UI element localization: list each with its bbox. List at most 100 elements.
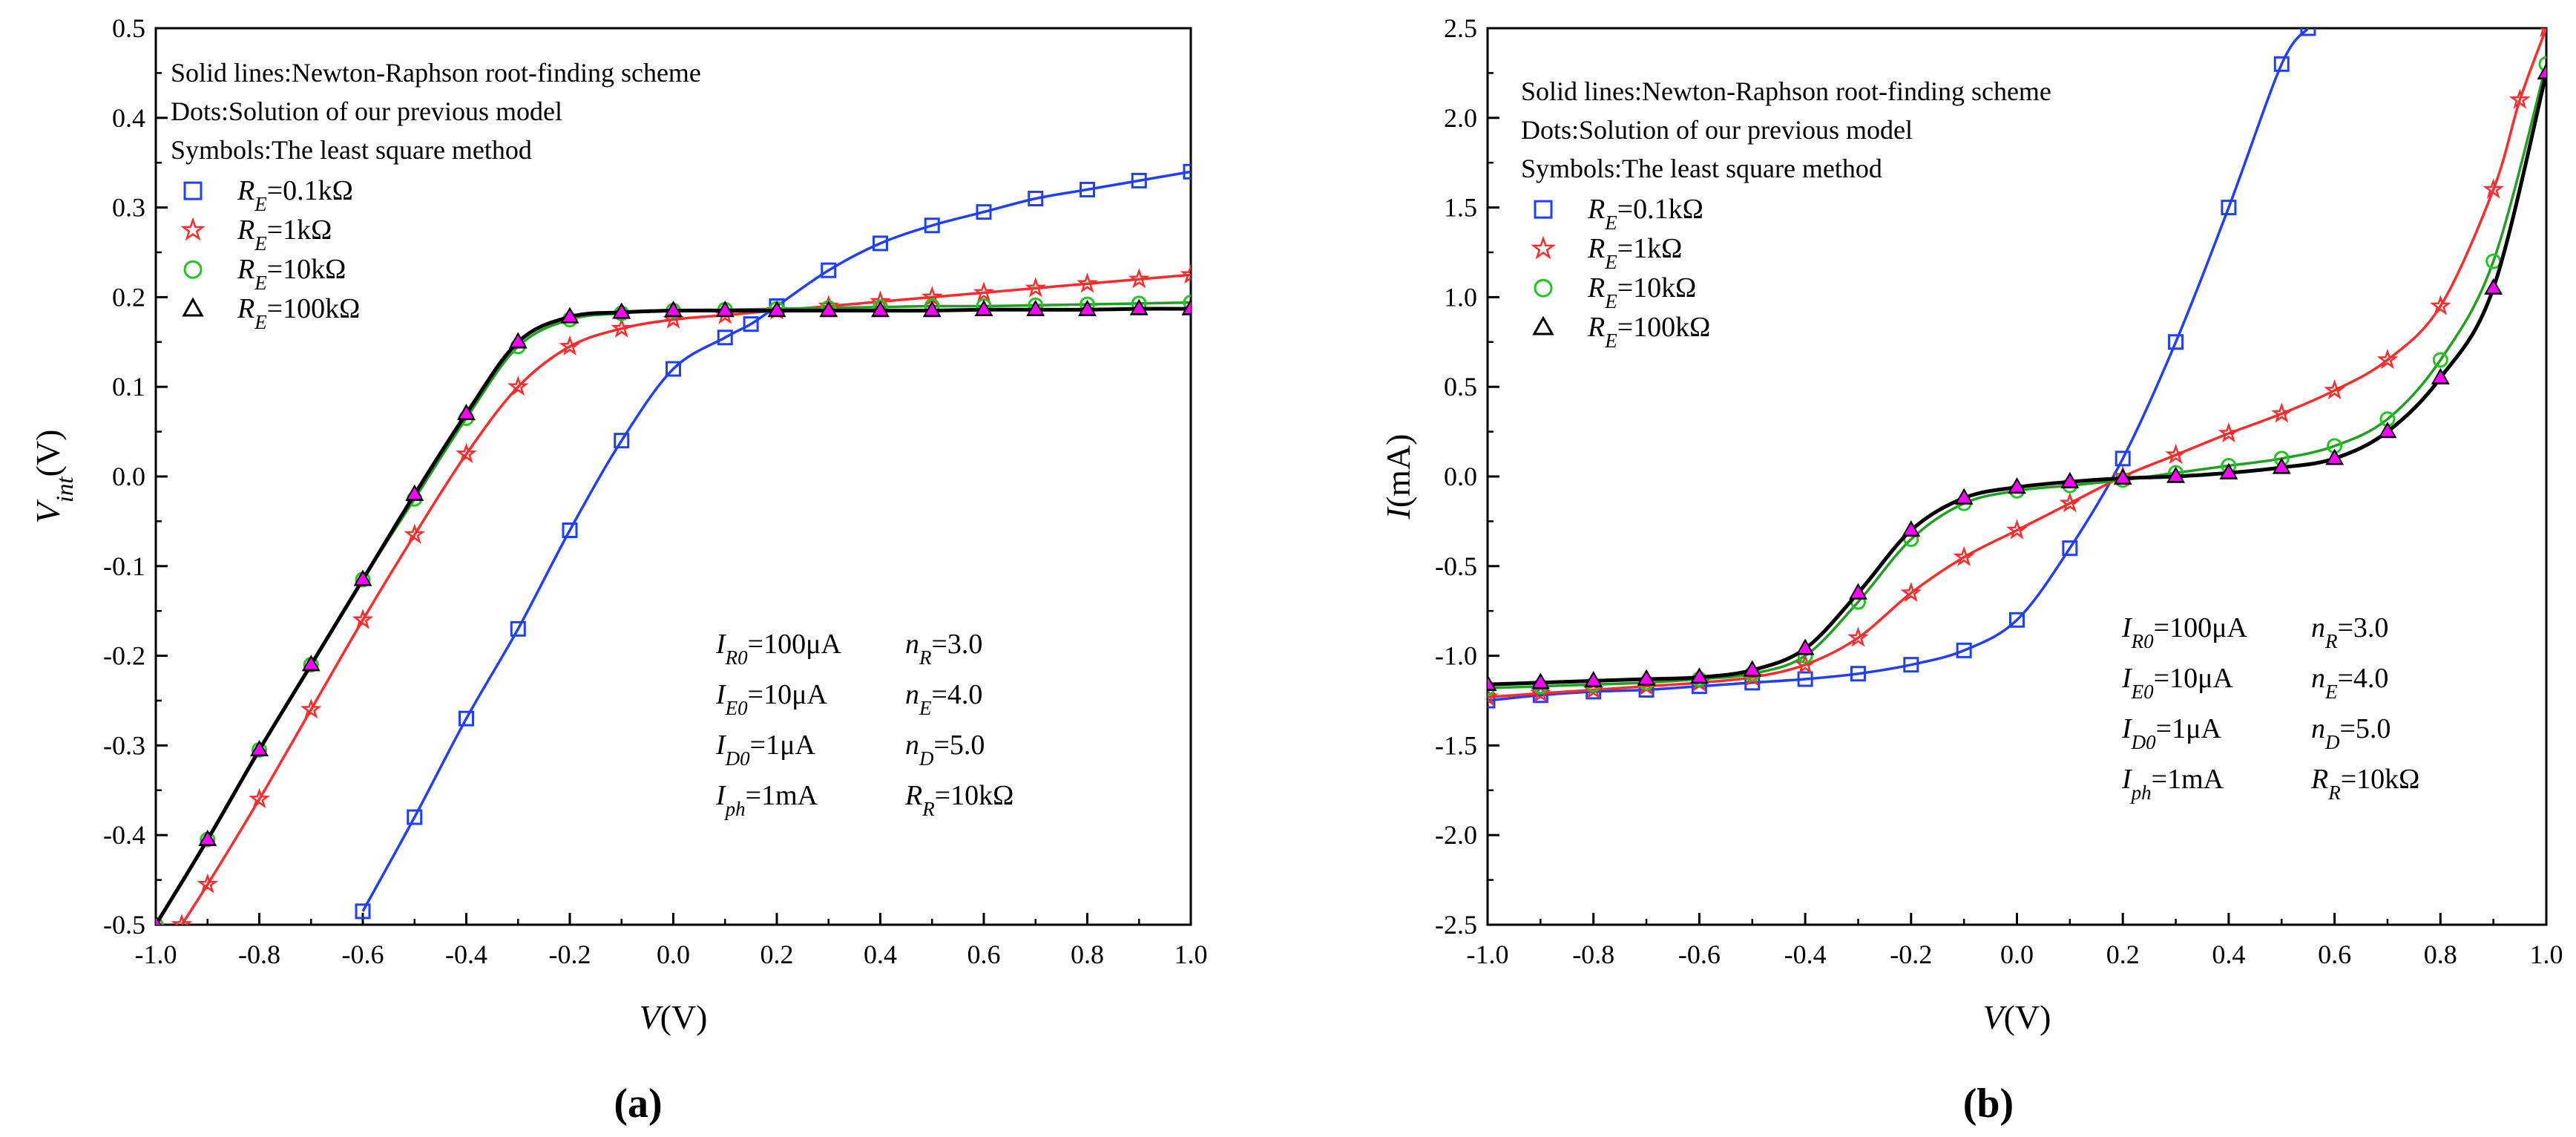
data-point-square (821, 262, 837, 278)
data-point-square (2168, 334, 2184, 350)
data-point-star (2430, 295, 2451, 315)
data-point-previous-model (1640, 672, 1654, 684)
data-point-previous-model (407, 488, 421, 499)
data-point-triangle (198, 829, 217, 846)
data-point-previous-model (2380, 425, 2394, 436)
data-point-square (1488, 692, 1496, 709)
data-point-previous-model (1028, 303, 1042, 315)
data-point-previous-model (718, 304, 732, 315)
parameter-label: nR=3.0 (905, 629, 982, 669)
data-point-triangle (560, 307, 579, 324)
chart-panel-a: -1.0 -0.8 -0.6 -0.4 -0.2 0.0 0.2 0.4 0.6 0.8 1.0 0.… (29, 13, 1208, 1036)
x-tick-label-b: 0.6 (2318, 940, 2351, 969)
x-axis-label: V(V) (640, 998, 708, 1036)
y-tick-label-b: 0.5 (1444, 372, 1477, 402)
data-point-square (1797, 671, 1813, 687)
data-point-triangle (1531, 672, 1550, 689)
parameters-b: IR0=100μA nR=3.0 IE0=10μA nE=4.0 ID0=1μA nD=5… (2121, 612, 2419, 804)
data-point-star (611, 317, 632, 338)
data-point-previous-model (1745, 663, 1759, 675)
data-point-star (1794, 653, 1816, 674)
legend-label: RE=0.1kΩ (237, 175, 353, 215)
y-tick-label-a: -0.2 (103, 641, 145, 671)
parameter-label: IR0=100μA (2121, 612, 2247, 652)
y-tick-label-a: 0.0 (112, 462, 145, 491)
y-tick-label-a: -0.3 (103, 730, 145, 760)
y-tick-label-a: 0.5 (112, 13, 145, 43)
x-tick-label-a: -0.4 (445, 940, 487, 969)
data-point-square (510, 620, 526, 637)
data-point-triangle (1584, 671, 1603, 688)
y-tick-label-b: -1.5 (1435, 730, 1477, 760)
legend-a: Solid lines:Newton-Raphson root-finding … (171, 58, 701, 333)
data-point-triangle (1902, 520, 1921, 537)
legend-caption: Symbols:The least square method (171, 135, 532, 165)
data-point-previous-model (2434, 371, 2448, 383)
legend-symbol-circle (1534, 278, 1553, 298)
data-point-previous-model (1957, 491, 1971, 502)
data-point-square (924, 217, 940, 234)
legend-caption: Solid lines:Newton-Raphson root-finding … (1521, 76, 2051, 106)
data-point-triangle (2431, 367, 2450, 384)
data-point-star (973, 281, 995, 302)
data-point-triangle (2484, 278, 2503, 295)
data-point-star (1900, 581, 1922, 603)
x-tick-label-a: -0.6 (342, 940, 384, 969)
x-tick-label-b: -0.8 (1572, 940, 1614, 969)
series-line-square (361, 170, 1191, 912)
data-point-triangle (1129, 298, 1149, 315)
data-point-star (1077, 272, 1098, 293)
data-point-triangle (301, 655, 321, 672)
data-point-previous-model (770, 304, 783, 315)
data-point-square (1956, 642, 1972, 658)
data-point-previous-model (252, 743, 266, 755)
data-point-previous-model (2275, 460, 2289, 472)
data-point-previous-model (304, 658, 318, 669)
x-tick-label-a: 1.0 (1174, 940, 1208, 969)
data-point-triangle (871, 301, 890, 318)
x-tick-label-a: 0.4 (864, 940, 897, 969)
y-tick-label-b: 2.5 (1444, 13, 1477, 43)
parameter-label: nR=3.0 (2311, 612, 2388, 652)
tick-marks-a: -1.0 -0.8 -0.6 -0.4 -0.2 0.0 0.2 0.4 0.6 0.8 1.0 0.… (103, 13, 1208, 969)
data-point-square (2300, 28, 2316, 36)
axis-labels-b: V(V) I(mA) (1379, 434, 2051, 1036)
data-point-previous-model (2063, 475, 2077, 487)
data-point-square (1903, 657, 1919, 673)
data-point-star (2376, 348, 2399, 370)
parameter-label: nE=4.0 (905, 679, 982, 719)
data-point-triangle (2113, 468, 2132, 485)
data-point-star (2483, 178, 2504, 199)
data-point-square (666, 361, 681, 377)
data-point-previous-model (873, 304, 887, 315)
data-point-triangle (1795, 638, 1815, 655)
data-point-previous-model (1132, 302, 1146, 314)
x-tick-label-a: 0.6 (967, 940, 1001, 969)
data-point-triangle (2272, 457, 2291, 474)
legend-label: RE=1kΩ (1587, 233, 1682, 273)
parameter-label: nE=4.0 (2311, 663, 2388, 703)
legend-b: Solid lines:Newton-Raphson root-finding … (1521, 76, 2051, 352)
x-tick-label-b: -0.2 (1890, 940, 1932, 969)
data-point-previous-model (563, 309, 576, 321)
data-point-square (2062, 540, 2078, 557)
y-tick-label-b: -0.5 (1435, 551, 1477, 581)
series-line-triangle (156, 307, 1191, 925)
data-point-circle (1183, 295, 1191, 311)
parameter-label: nD=5.0 (2311, 713, 2391, 753)
legend-caption: Symbols:The least square method (1521, 154, 1882, 183)
y-tick-label-b: 0.0 (1444, 462, 1477, 491)
legend-symbol-circle (183, 260, 203, 279)
x-tick-label-a: -0.2 (549, 940, 591, 969)
y-axis-label-group: Vint(V) (29, 430, 79, 524)
data-point-square (562, 522, 578, 538)
data-point-star (1847, 626, 1869, 647)
data-point-square (1028, 191, 1044, 207)
data-point-triangle (1743, 660, 1762, 677)
data-point-triangle (664, 301, 683, 318)
data-point-previous-model (2010, 480, 2024, 492)
data-point-triangle (612, 302, 631, 319)
y-tick-label-a: 0.2 (112, 282, 145, 312)
parameter-label: Iph=1mA (2121, 764, 2224, 804)
